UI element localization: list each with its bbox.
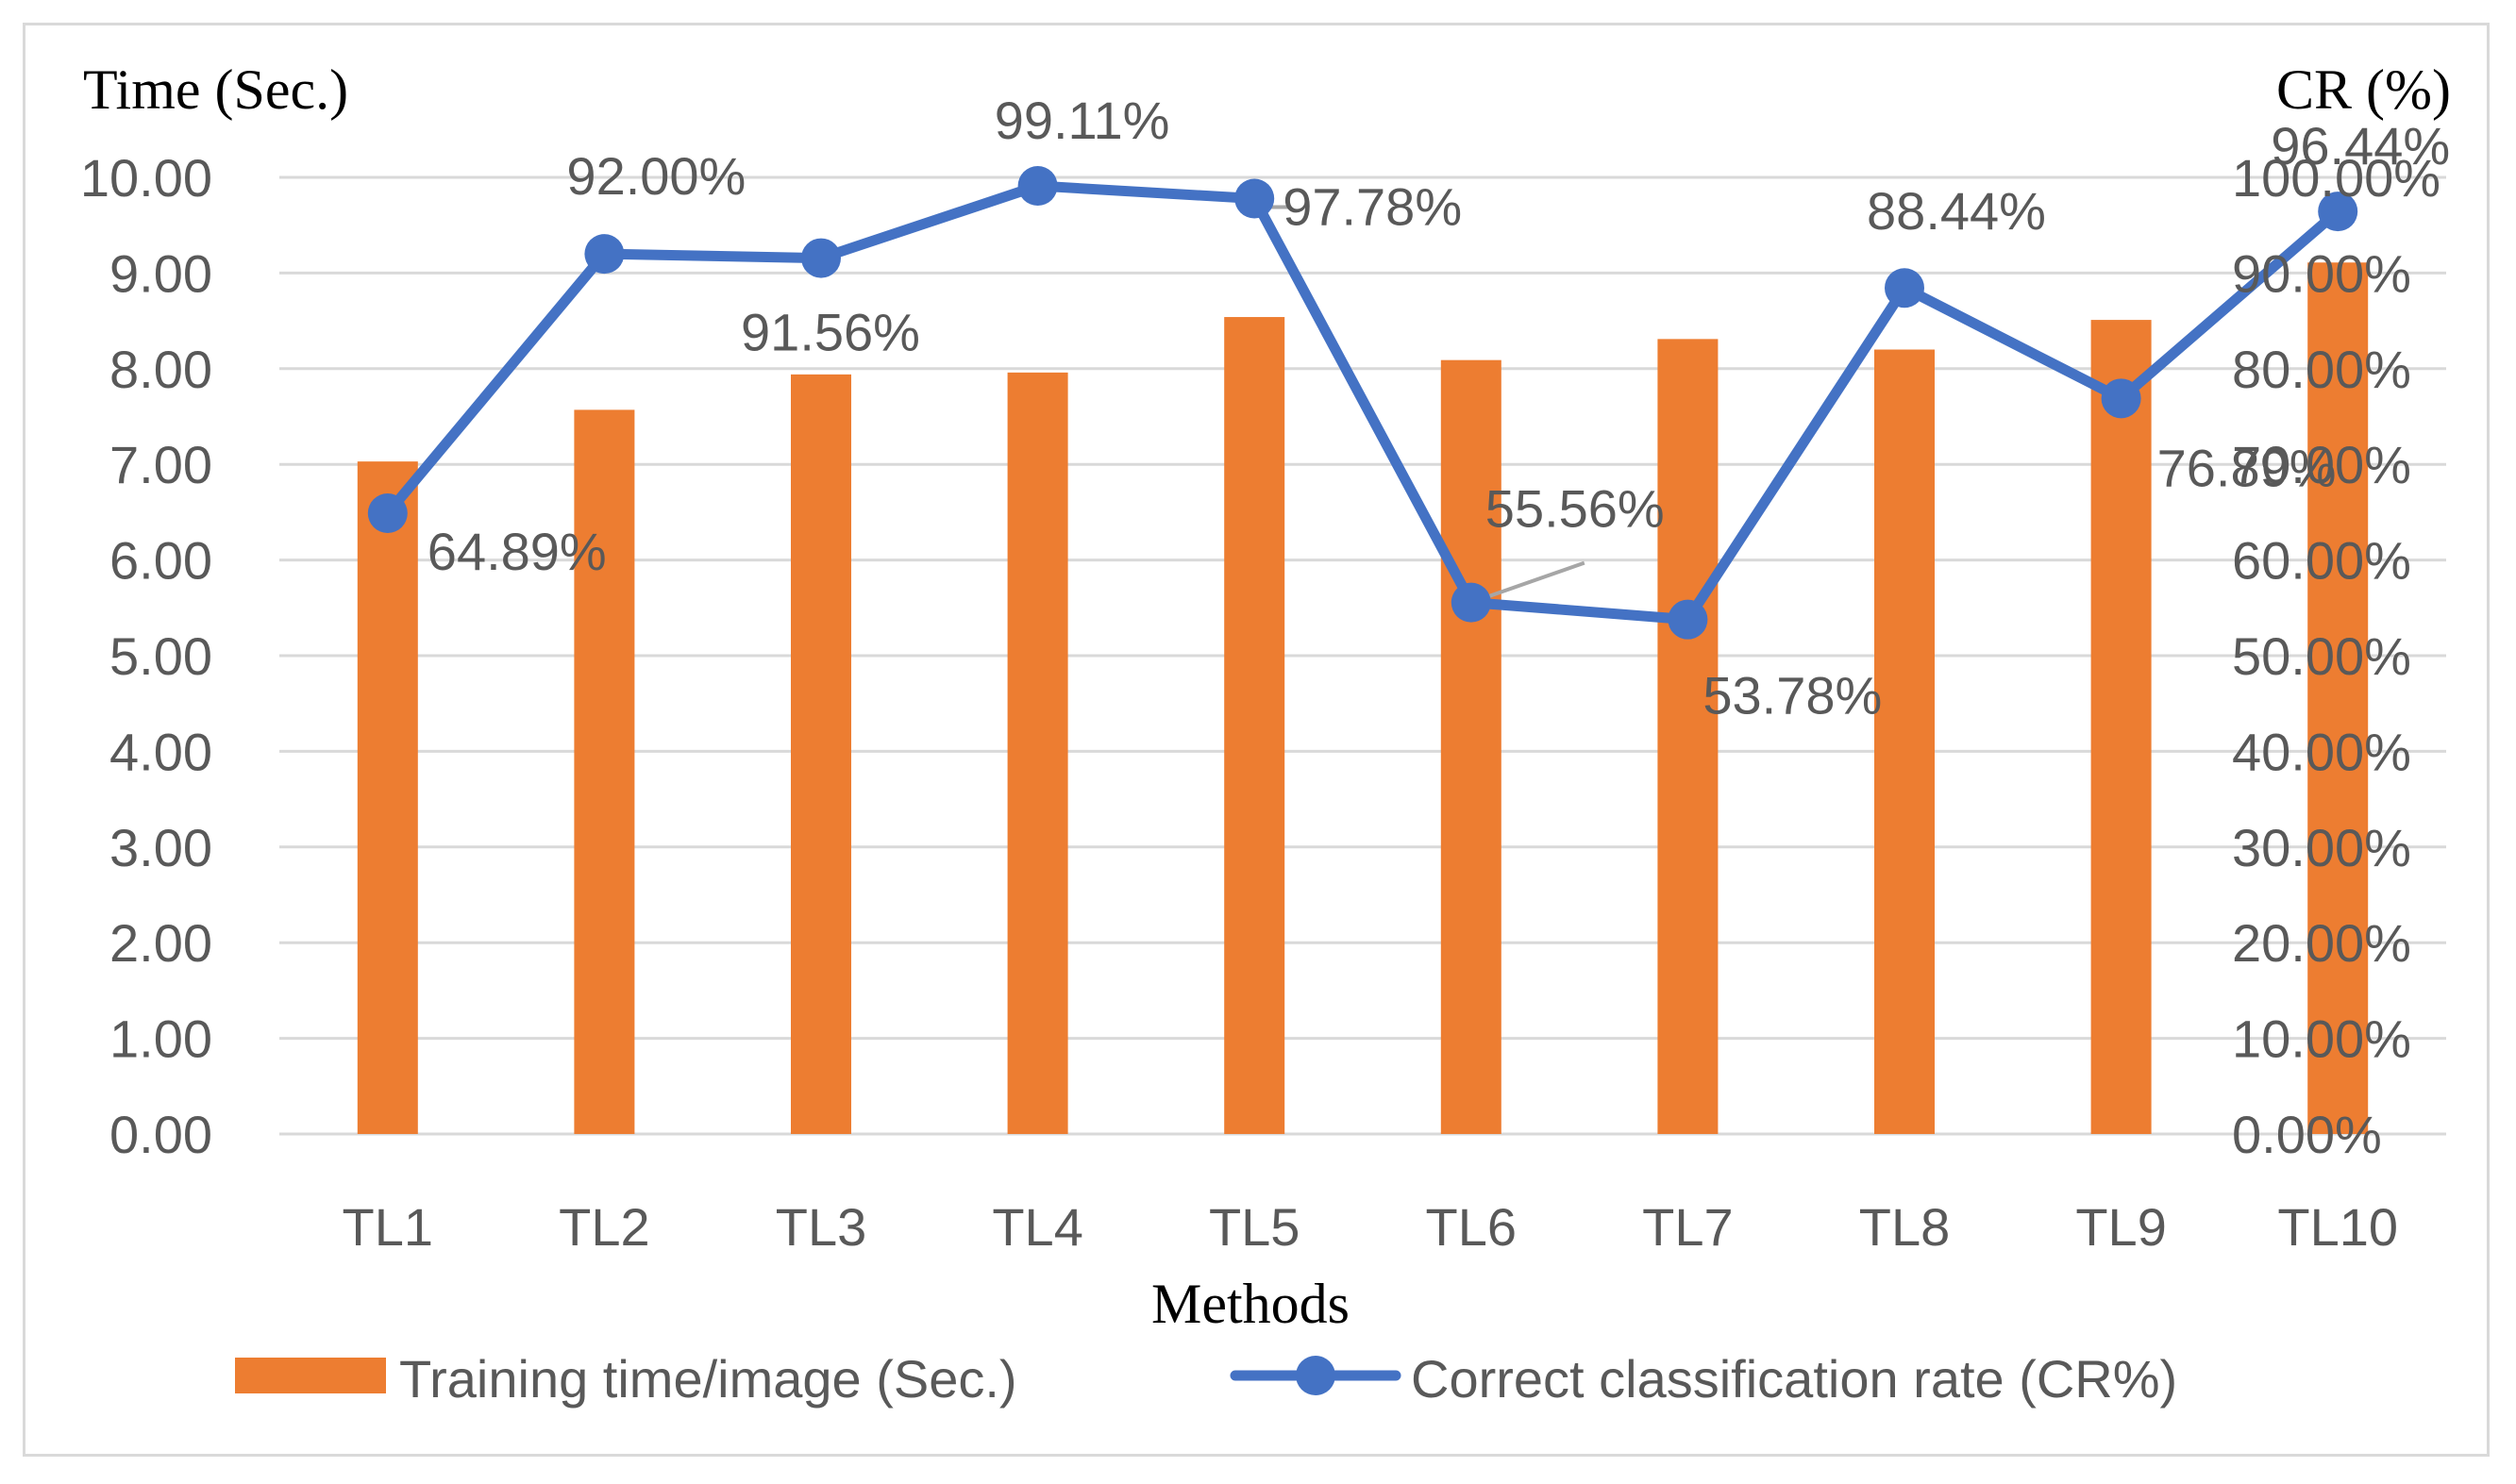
cr-line (382, 180, 2343, 625)
leader-line (1470, 560, 1585, 605)
left-tick-label: 5.00 (109, 626, 212, 686)
bar (1440, 359, 1501, 1134)
cr-point (1668, 599, 1708, 640)
right-tick-label: 100.00% (2232, 148, 2441, 208)
cr-data-label: 99.11% (995, 91, 1170, 150)
cr-point (1017, 166, 1058, 207)
cr-point (584, 234, 625, 275)
x-tick-label: TL5 (1209, 1197, 1300, 1257)
cr-point (801, 238, 841, 278)
bar (2090, 320, 2152, 1134)
bar (1007, 372, 1068, 1135)
right-tick-label: 40.00% (2232, 722, 2411, 781)
label-leader-lines (1253, 196, 1585, 605)
cr-data-label: 64.89% (428, 522, 607, 581)
left-tick-label: 2.00 (109, 913, 212, 973)
left-tick-label: 9.00 (109, 243, 212, 303)
left-axis-title: Time (Sec.) (83, 58, 348, 121)
x-axis-title: Methods (1151, 1273, 1350, 1335)
cr-data-label: 55.56% (1485, 479, 1665, 539)
bar (574, 409, 635, 1135)
left-tick-label: 7.00 (109, 435, 212, 494)
bar (2307, 262, 2369, 1135)
right-tick-label: 50.00% (2232, 626, 2411, 686)
x-tick-label: TL9 (2075, 1197, 2167, 1257)
x-axis-ticks: TL1 TL2 TL3 TL4 TL5 TL6 TL7 TL8 TL9 TL10 (343, 1197, 2398, 1257)
cr-data-label: 53.78% (1702, 666, 1882, 725)
bar-series (357, 262, 2369, 1135)
right-axis-ticks: 0.00% 10.00% 20.00% 30.00% 40.00% 50.00% 60.00… (2232, 148, 2441, 1164)
bar (1224, 317, 1285, 1134)
legend-bar-swatch (235, 1358, 386, 1393)
left-tick-label: 1.00 (109, 1009, 212, 1069)
x-tick-label: TL3 (776, 1197, 867, 1257)
left-axis-ticks: 0.00 1.00 2.00 3.00 4.00 5.00 6.00 7.00 8.00 9.00… (80, 148, 212, 1164)
left-tick-label: 8.00 (109, 340, 212, 399)
cr-point (1234, 178, 1275, 219)
left-tick-label: 4.00 (109, 722, 212, 781)
cr-data-label: 88.44% (1867, 181, 2046, 241)
gridlines (279, 175, 2446, 1136)
right-axis-title: CR (%) (2276, 58, 2451, 121)
x-tick-label: TL1 (343, 1197, 434, 1257)
legend-line-marker (1296, 1356, 1335, 1395)
cr-point (367, 493, 408, 534)
right-tick-label: 80.00% (2232, 340, 2411, 399)
legend-bar-label: Training time/image (Sec.) (399, 1349, 1017, 1409)
bar (791, 374, 851, 1134)
x-tick-label: TL4 (992, 1197, 1083, 1257)
bar (357, 461, 418, 1135)
right-tick-label: 70.00% (2232, 435, 2411, 494)
cr-data-label: 92.00% (566, 146, 746, 206)
x-tick-label: TL2 (559, 1197, 650, 1257)
cr-point (2318, 192, 2358, 232)
x-tick-label: TL7 (1642, 1197, 1734, 1257)
cr-point (1885, 268, 1924, 308)
bar (1657, 339, 1719, 1135)
cr-point (2101, 378, 2141, 419)
bar (1874, 349, 1935, 1134)
cr-data-label: 91.56% (741, 303, 920, 362)
right-tick-label: 10.00% (2232, 1009, 2411, 1069)
left-tick-label: 0.00 (109, 1105, 212, 1164)
legend-line-label: Correct classification rate (CR%) (1411, 1349, 2177, 1409)
right-tick-label: 20.00% (2232, 913, 2411, 973)
left-tick-label: 10.00 (80, 148, 212, 208)
x-tick-label: TL6 (1426, 1197, 1518, 1257)
right-tick-label: 90.00% (2232, 243, 2411, 303)
legend: Training time/image (Sec.) Correct class… (235, 1349, 2177, 1409)
x-tick-label: TL10 (2277, 1197, 2398, 1257)
data-labels: 64.89% 92.00% 91.56% 99.11% 97.78% 55.56% 53.7… (428, 91, 2450, 725)
right-tick-label: 30.00% (2232, 818, 2411, 877)
cr-data-label: 96.44% (2271, 116, 2450, 175)
right-tick-label: 60.00% (2232, 531, 2411, 591)
cr-points (367, 166, 2358, 640)
cr-point (1451, 582, 1491, 623)
cr-data-label: 97.78% (1283, 177, 1462, 237)
left-tick-label: 3.00 (109, 818, 212, 877)
left-tick-label: 6.00 (109, 531, 212, 591)
x-tick-label: TL8 (1859, 1197, 1951, 1257)
right-tick-label: 0.00% (2232, 1105, 2382, 1164)
cr-data-label: 76.89% (2157, 438, 2337, 497)
